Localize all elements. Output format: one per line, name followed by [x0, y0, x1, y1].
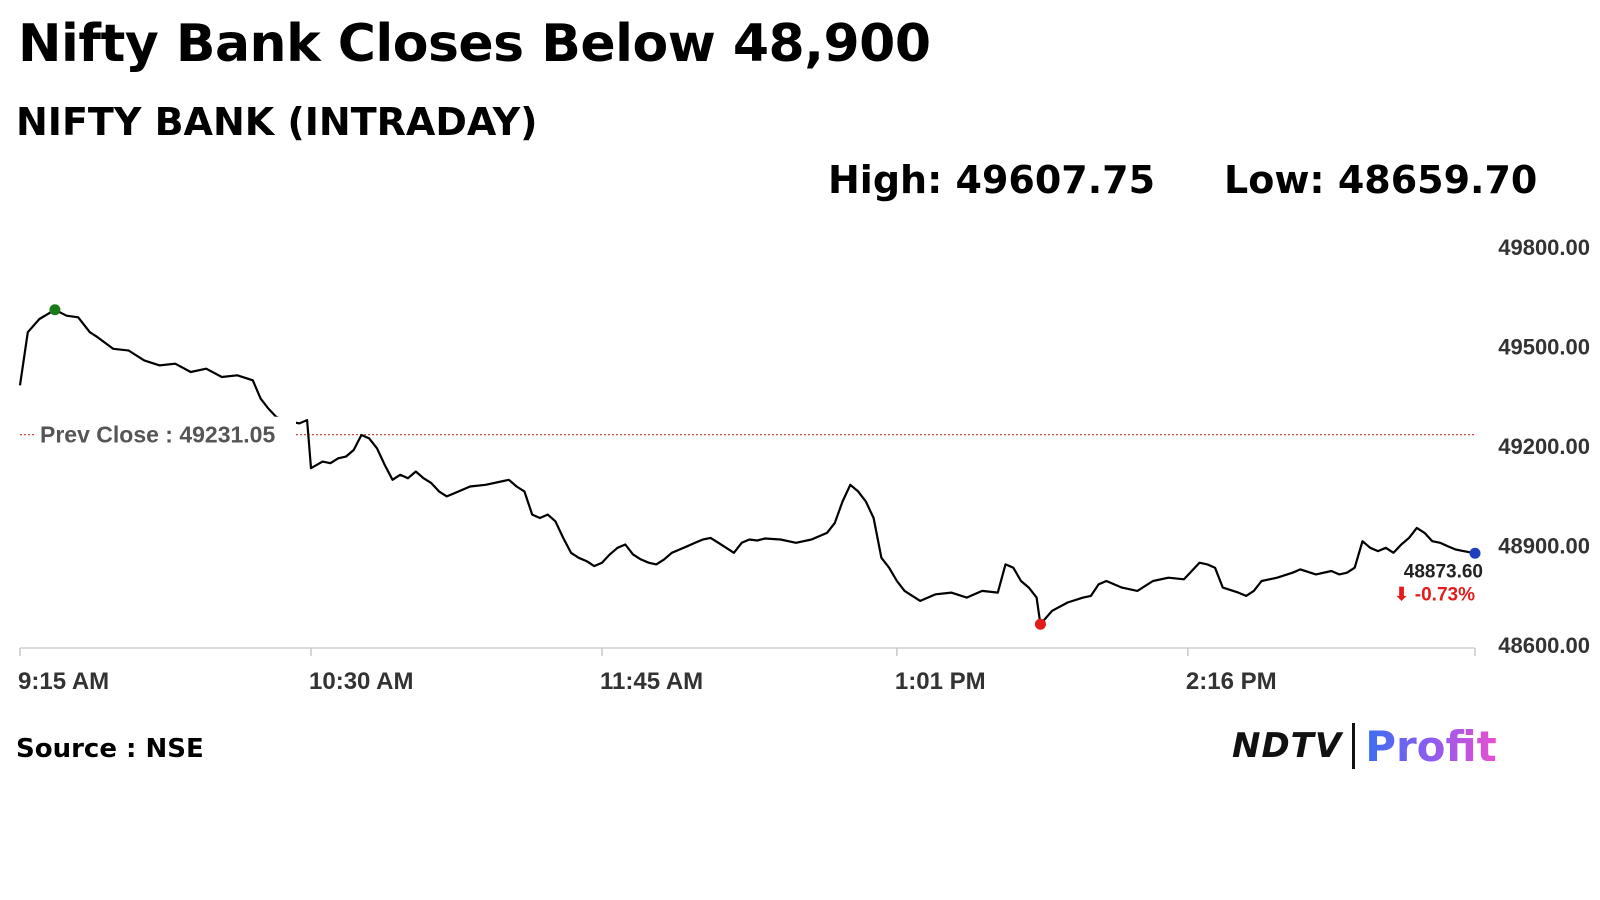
prev-close-label: Prev Close : 49231.05 — [40, 422, 275, 448]
logo-divider — [1352, 723, 1356, 769]
logo-ndtv: NDTV — [1232, 726, 1343, 766]
prev-close-label-bg — [34, 416, 296, 447]
x-tick-label: 10:30 AM — [309, 668, 413, 690]
y-tick-label: 49200.00 — [1498, 434, 1590, 459]
high-marker — [49, 304, 61, 316]
intraday-chart: 49800.00 49500.00 49200.00 48900.00 48600.00… — [18, 235, 1590, 690]
x-tick-label: 11:45 AM — [600, 668, 703, 690]
x-tick-label: 2:16 PM — [1186, 668, 1277, 690]
y-tick-label: 48900.00 — [1498, 534, 1590, 559]
price-line — [18, 308, 1476, 626]
ndtv-profit-logo: NDTV Profit — [1232, 718, 1497, 774]
chart-title: NIFTY BANK (INTRADAY) — [16, 100, 538, 144]
high-stat: High: 49607.75 — [828, 158, 1156, 202]
source-note: Source : NSE — [16, 734, 204, 764]
last-price-label: 48873.60 — [1404, 561, 1483, 582]
y-tick-label: 49800.00 — [1498, 235, 1590, 260]
last-price-marker — [1469, 547, 1481, 559]
y-tick-label: 49500.00 — [1498, 335, 1590, 360]
x-tick-label: 1:01 PM — [895, 668, 986, 690]
logo-profit: Profit — [1365, 721, 1497, 771]
x-tick-label: 9:15 AM — [18, 668, 109, 690]
y-tick-label: 48600.00 — [1498, 633, 1590, 658]
headline: Nifty Bank Closes Below 48,900 — [18, 14, 931, 74]
change-label: ⬇ -0.73% — [1394, 584, 1476, 605]
low-marker — [1034, 618, 1046, 630]
low-stat: Low: 48659.70 — [1224, 158, 1538, 202]
